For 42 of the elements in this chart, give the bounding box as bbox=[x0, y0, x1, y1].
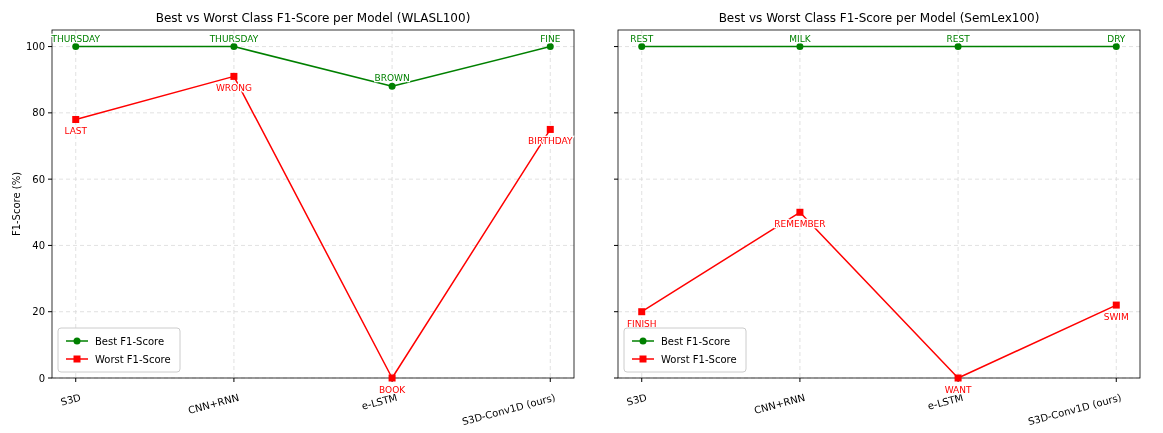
legend-label: Worst F1-Score bbox=[661, 353, 737, 365]
point bbox=[954, 43, 962, 51]
annotation: THURSDAY bbox=[50, 33, 101, 44]
point bbox=[638, 308, 646, 316]
annotation: FINE bbox=[540, 33, 561, 44]
chart-title: Best vs Worst Class F1-Score per Model (SemLex100) bbox=[718, 11, 1040, 25]
y-tick-label: 0 bbox=[38, 372, 45, 384]
point bbox=[546, 43, 554, 51]
legend-label: Best F1-Score bbox=[661, 335, 731, 347]
point bbox=[1112, 301, 1120, 309]
point bbox=[796, 208, 804, 216]
point bbox=[72, 115, 80, 123]
annotation: BOOK bbox=[379, 385, 407, 395]
x-tick-label: S3D bbox=[625, 391, 649, 408]
annotation: LAST bbox=[64, 126, 88, 137]
annotation: MILK bbox=[789, 33, 812, 44]
annotation: REST bbox=[946, 33, 971, 44]
y-tick-label: 100 bbox=[25, 41, 45, 53]
chart-title: Best vs Worst Class F1-Score per Model (WLASL100) bbox=[155, 11, 471, 25]
y-tick-label: 60 bbox=[32, 173, 45, 185]
y-tick-label: 40 bbox=[32, 239, 45, 251]
annotation: THURSDAY bbox=[208, 33, 259, 44]
y-tick-label: 20 bbox=[32, 306, 45, 318]
annotation: BROWN bbox=[374, 73, 410, 84]
point bbox=[388, 82, 396, 90]
y-axis-title: F1-Score (%) bbox=[11, 171, 22, 237]
point bbox=[546, 125, 554, 133]
point bbox=[72, 43, 80, 51]
legend-label: Best F1-Score bbox=[95, 335, 165, 347]
annotation: FINISH bbox=[626, 318, 657, 329]
annotation: WANT bbox=[944, 385, 972, 395]
y-tick-label: 80 bbox=[32, 107, 45, 119]
point bbox=[638, 43, 646, 51]
x-tick-label: S3D bbox=[59, 391, 83, 408]
point bbox=[230, 72, 238, 80]
point bbox=[230, 43, 238, 51]
annotation: DRY bbox=[1107, 33, 1126, 44]
legend-label: Worst F1-Score bbox=[95, 353, 171, 365]
annotation: SWIM bbox=[1103, 312, 1129, 323]
annotation: REST bbox=[630, 33, 654, 44]
point bbox=[1112, 43, 1120, 51]
point bbox=[796, 43, 804, 51]
